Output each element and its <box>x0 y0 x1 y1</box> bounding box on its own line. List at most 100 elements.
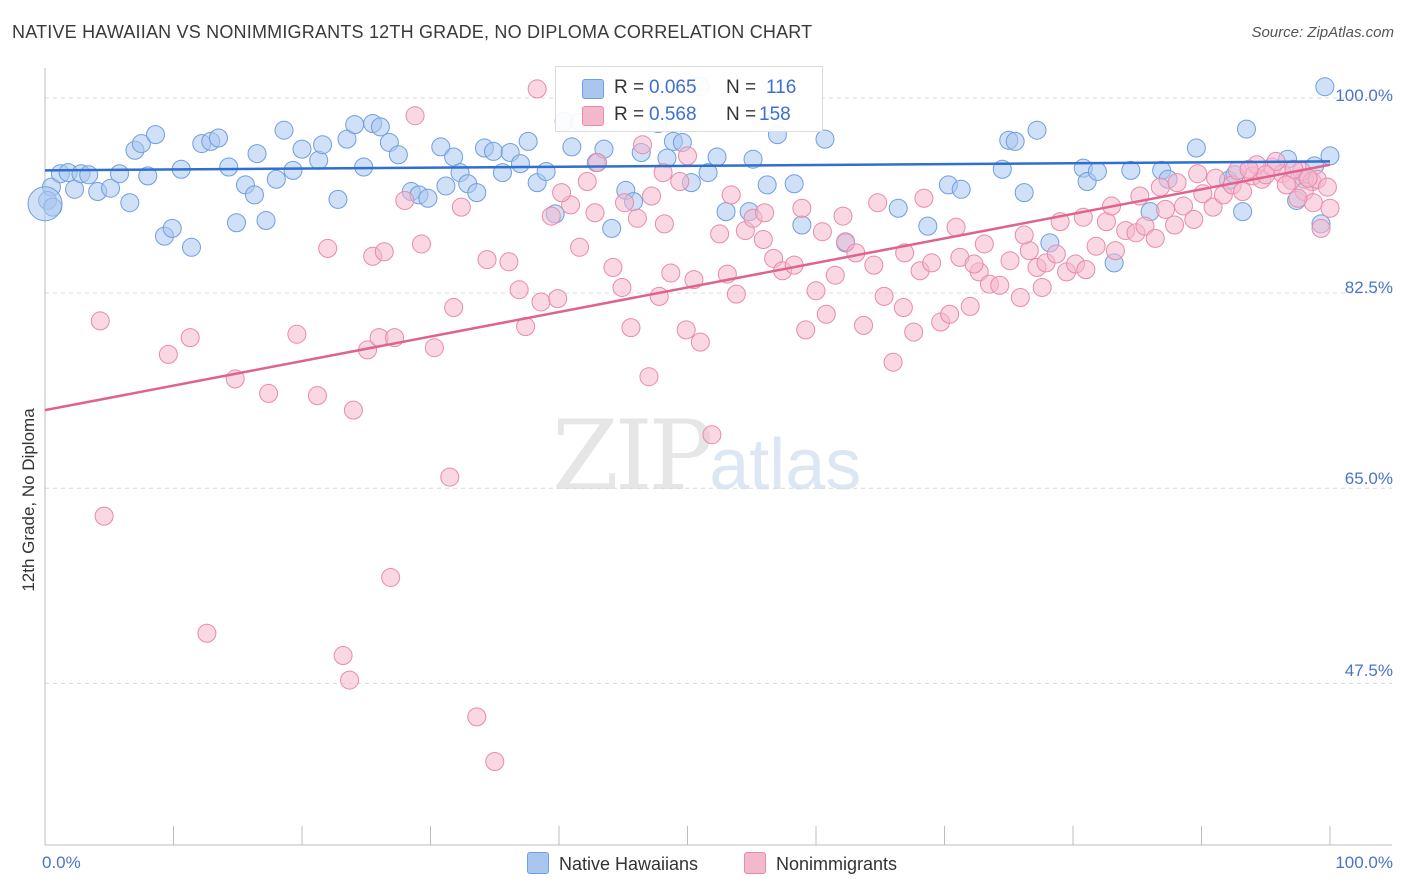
legend-n-value: 158 <box>759 104 791 125</box>
nonimmigrants-trend-line <box>44 163 1331 412</box>
legend-swatch-blue <box>582 79 604 99</box>
nonimmigrant-point <box>726 284 746 304</box>
nonimmigrant-point <box>1076 260 1096 280</box>
nonimmigrant-point <box>1014 225 1034 245</box>
nonimmigrant-point <box>1233 182 1253 202</box>
nonimmigrant-point <box>670 172 690 191</box>
y-tick-label: 47.5% <box>1344 661 1393 680</box>
native-hawaiian-point <box>1005 131 1025 151</box>
y-tick-label: 100.0% <box>1335 86 1393 105</box>
native-hawaiian-point <box>162 218 182 238</box>
nonimmigrant-point <box>974 234 994 254</box>
native-hawaiian-point <box>888 198 908 218</box>
nonimmigrant-point <box>158 344 178 364</box>
nonimmigrant-point <box>833 206 853 226</box>
nonimmigrant-point <box>964 254 984 274</box>
nonimmigrant-point <box>1046 244 1066 264</box>
nonimmigrant-point <box>874 286 894 306</box>
legend-n-label: N = <box>726 104 757 125</box>
stats-legend: R = 0.065 N = 116 R = 0.568 N = 158 <box>555 66 823 132</box>
nonimmigrant-point <box>1288 188 1308 208</box>
native-hawaiian-point <box>120 193 140 213</box>
native-hawaiian-point <box>792 215 812 235</box>
nonimmigrant-point <box>381 567 401 587</box>
nonimmigrant-point <box>1165 215 1185 235</box>
nonimmigrant-point <box>485 752 505 771</box>
nonimmigrant-point <box>914 188 934 208</box>
nonimmigrant-point <box>893 298 913 318</box>
native-hawaiian-point <box>131 134 151 154</box>
y-axis-label-wrap: 12th Grade, No Diploma <box>14 350 44 650</box>
native-hawaiian-point <box>757 175 777 195</box>
nonimmigrant-point <box>792 198 812 218</box>
nonimmigrant-point <box>649 286 669 306</box>
nonimmigrant-point <box>1032 277 1052 297</box>
nonimmigrant-point <box>883 352 903 372</box>
nonimmigrant-point <box>1145 228 1165 248</box>
nonimmigrants-points <box>90 79 1340 771</box>
nonimmigrant-point <box>755 203 775 223</box>
nonimmigrant-point <box>678 146 697 166</box>
legend-row-native-hawaiians: R = 0.065 N = 116 <box>556 75 822 103</box>
nonimmigrant-point <box>340 670 360 690</box>
native-hawaiian-point <box>388 145 408 165</box>
nonimmigrant-point <box>1150 177 1170 197</box>
watermark-atlas: atlas <box>709 425 862 505</box>
nonimmigrant-point <box>90 311 110 331</box>
nonimmigrant-point <box>633 135 653 155</box>
nonimmigrant-point <box>621 318 641 338</box>
nonimmigrant-point <box>825 265 845 285</box>
source-attribution: Source: ZipAtlas.com <box>1251 24 1394 41</box>
nonimmigrant-point <box>1203 197 1223 217</box>
native-hawaiian-point <box>244 185 264 205</box>
nonimmigrant-point <box>1167 173 1187 193</box>
nonimmigrant-point <box>922 253 942 273</box>
nonimmigrant-point <box>588 153 608 173</box>
native-hawaiian-point <box>1236 119 1256 139</box>
native-hawaiian-point <box>562 137 582 157</box>
native-hawaiian-point <box>1186 138 1206 158</box>
native-hawaiian-point <box>247 144 267 164</box>
nonimmigrant-point <box>690 332 710 352</box>
nonimmigrant-point <box>412 234 432 254</box>
nonimmigrant-point <box>603 257 623 277</box>
nonimmigrant-point <box>1276 175 1296 195</box>
x-tick-label: 100.0% <box>1335 853 1393 872</box>
bottom-legend-swatch-blue <box>527 852 549 874</box>
nonimmigrant-point <box>307 386 327 406</box>
nonimmigrant-point <box>509 280 529 300</box>
legend-swatch-pink <box>582 106 604 126</box>
nonimmigrant-point <box>1010 288 1030 307</box>
native-hawaiian-point <box>345 115 365 135</box>
native-hawaiian-point <box>536 161 556 181</box>
native-hawaiian-point <box>219 157 239 177</box>
nonimmigrant-point <box>639 367 659 387</box>
nonimmigrant-point <box>721 185 741 205</box>
native-hawaiian-point <box>370 117 390 137</box>
nonimmigrant-point <box>343 400 363 420</box>
native-hawaiian-point <box>698 163 718 183</box>
nonimmigrant-point <box>702 425 722 445</box>
nonimmigrant-point <box>94 506 114 526</box>
legend-r-label: R = <box>614 104 645 125</box>
y-axis-label: 12th Grade, No Diploma <box>19 408 38 592</box>
nonimmigrant-point <box>612 277 632 297</box>
nonimmigrant-point <box>946 217 966 237</box>
legend-n-label: N = <box>726 77 757 98</box>
native-hawaiian-point <box>79 165 99 185</box>
legend-r-value: 0.065 <box>649 77 697 98</box>
nonimmigrant-point <box>1298 168 1318 188</box>
native-hawaiian-point <box>1233 202 1253 222</box>
nonimmigrant-point <box>653 163 673 183</box>
y-tick-label: 65.0% <box>1344 469 1393 488</box>
native-hawaiian-point <box>208 128 228 148</box>
nonimmigrant-point <box>642 186 662 206</box>
native-hawaiian-point <box>1121 160 1141 180</box>
nonimmigrant-point <box>499 252 519 272</box>
y-tick-label: 82.5% <box>1344 278 1393 297</box>
nonimmigrant-point <box>395 190 415 210</box>
native-hawaiian-point <box>951 179 971 199</box>
nonimmigrant-point <box>444 298 464 318</box>
nonimmigrant-point <box>477 250 497 270</box>
nonimmigrant-point <box>1174 196 1194 216</box>
